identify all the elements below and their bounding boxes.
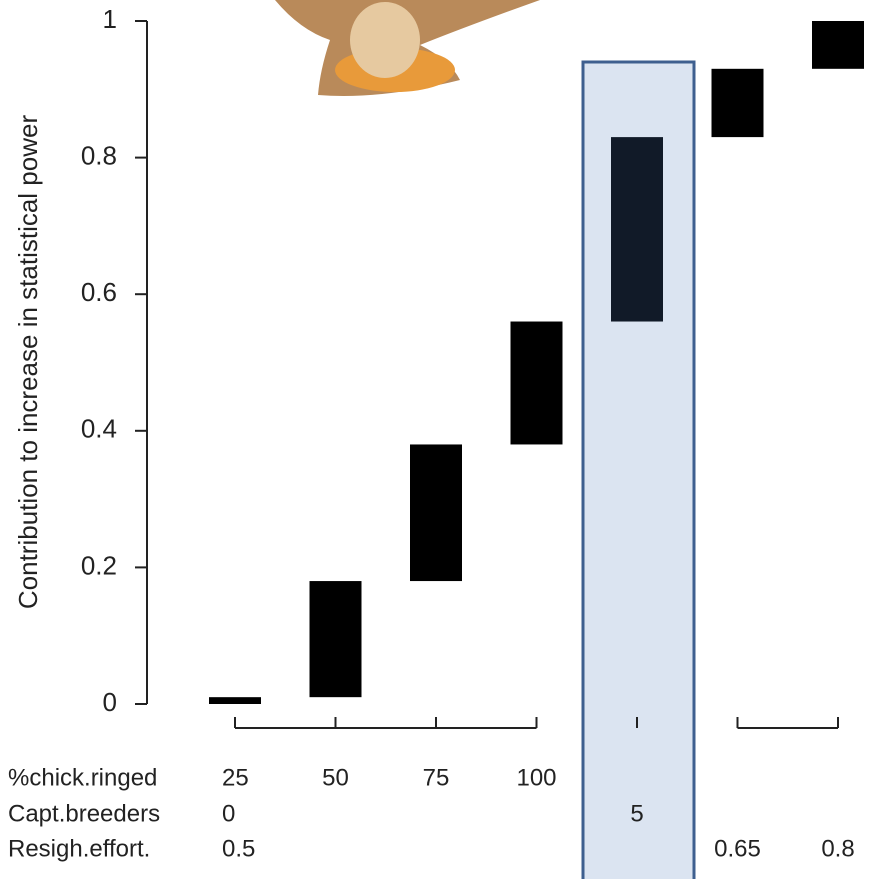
- bar: [712, 69, 764, 137]
- bar: [310, 581, 362, 697]
- bar: [511, 322, 563, 445]
- y-tick-label: 0: [103, 687, 117, 717]
- x-tick-label: 0: [222, 800, 235, 827]
- y-tick-label: 0.8: [81, 140, 117, 170]
- owl-body: [350, 2, 420, 78]
- x-tick-label: 0.65: [714, 835, 761, 862]
- x-tick-label: 5: [630, 800, 643, 827]
- page: Contribution to increase in statistical …: [0, 0, 869, 879]
- x-tick-label: 0.8: [821, 835, 854, 862]
- bar: [812, 21, 864, 69]
- bar: [410, 444, 462, 581]
- y-tick-label: 1: [103, 4, 117, 34]
- y-tick-label: 0.4: [81, 414, 117, 444]
- owl-illustration: [275, 0, 540, 96]
- y-tick-label: 0.2: [81, 550, 117, 580]
- x-tick-label: 100: [516, 764, 556, 791]
- bar: [209, 697, 261, 704]
- bar: [611, 137, 663, 321]
- x-tick-label: 0.5: [222, 835, 255, 862]
- row-label: %chick.ringed: [8, 764, 157, 791]
- row-label: Capt.breeders: [8, 800, 160, 827]
- chart: Contribution to increase in statistical …: [0, 0, 869, 879]
- x-tick-label: 50: [322, 764, 349, 791]
- x-tick-label: 25: [222, 764, 249, 791]
- y-axis-label: Contribution to increase in statistical …: [13, 115, 43, 610]
- x-tick-label: 75: [423, 764, 450, 791]
- y-tick-label: 0.6: [81, 277, 117, 307]
- row-label: Resigh.effort.: [8, 835, 150, 862]
